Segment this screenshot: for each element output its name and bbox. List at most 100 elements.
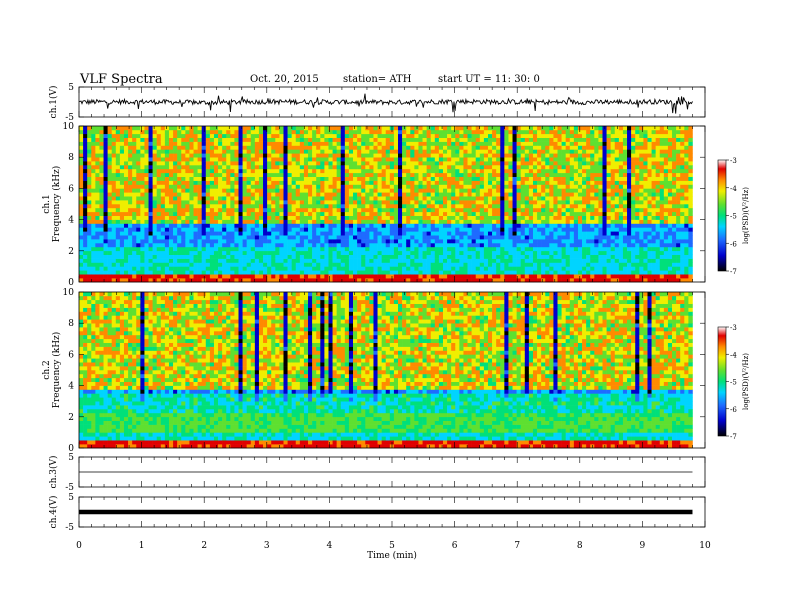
ch1-spectrogram-cell [173,204,178,209]
ch1-spectrogram-cell [119,196,125,201]
ch1-spectrogram-cell [275,176,280,181]
ch1-spectrogram-cell [123,215,129,220]
ch1-spectrogram-cell [115,133,121,138]
ch1-spectrogram-cell [328,176,333,181]
ch1-spectrogram-cell [164,215,170,220]
ch1-spectrogram-cell [279,246,284,252]
ch1-spectrogram-cell [398,274,403,279]
ch1-spectrogram-cell [479,149,485,154]
ch1-spectrogram-cell [91,161,96,166]
ch1-spectrogram-cell [213,207,219,213]
ch1-spectrogram-cell [471,180,477,185]
ch1-spectrogram-cell [377,204,382,209]
ch1-spectrogram-cell [455,145,460,150]
ch1-spectrogram-cell [545,258,550,263]
ch1-spectrogram-cell [324,196,329,201]
ch1-spectrogram-cell [295,231,301,236]
ch1-spectrogram-cell [528,266,534,271]
ch1-spectrogram-cell [91,239,96,244]
ch1-spectrogram-cell [569,168,575,174]
ch1-spectrogram-cell [348,258,354,263]
ch1-spectrogram-cell [455,184,460,189]
ch1-spectrogram-cell [385,204,391,209]
ch1-spectrogram-cell [152,204,158,209]
ch1-spectrogram-cell [320,243,325,248]
ch1-spectrogram-cell [189,133,194,138]
ch1-spectrogram-cell [258,129,264,135]
ch1-spectrogram-cell [201,215,207,220]
ch1-spectrogram-cell [136,149,141,154]
ch1-spectrogram-cell [258,153,264,158]
ch1-spectrogram-cell [107,196,113,201]
ch1-spectrogram-cell [443,207,448,213]
ch1-spectrogram-cell [487,231,493,236]
ch1-spectrogram-cell [201,278,207,283]
ch1-spectrogram-cell [365,278,370,283]
ch1-spectrogram-cell [140,165,145,170]
ch1-spectrogram-cell [283,250,288,255]
ch1-spectrogram-cell [373,126,378,131]
ch1-spectrogram-cell [308,145,313,150]
ch1-spectrogram-cell [218,278,223,283]
ch1-spectrogram-cell [569,200,575,205]
ch1-spectrogram-cell [385,239,391,244]
ch1-spectrogram-cell [492,129,497,135]
ch1-spectrogram-cell [238,270,243,275]
ch1-spectrogram-cell [218,239,223,244]
start-ut-label: start UT = 11: 30: 0 [438,74,540,85]
ch1-spectrogram-cell [532,145,538,150]
ch1-spectrogram-cell [447,137,452,142]
ch1-spectrogram-cell [545,219,550,224]
ch1-spectrogram-cell [586,165,591,170]
ch1-spectrogram-cell [430,204,436,209]
ch1-spectrogram-cell [336,126,342,131]
ch1-spectrogram-cell [553,188,558,193]
ch1-spectrogram-cell [201,250,207,255]
ch1-spectrogram-cell [283,192,288,197]
ch1-spectrogram-cell [119,204,125,209]
ch1-spectrogram-cell [230,176,235,181]
ch1-spectrogram-cell [291,192,297,197]
ch1-spectrogram-cell [389,204,395,209]
ch1-spectrogram-cell [385,184,391,189]
ch1-spectrogram-cell [577,246,583,252]
ch1-spectrogram-cell [496,246,501,252]
ch1-spectrogram-cell [365,223,370,228]
ch1-spectrogram-cell [160,215,166,220]
ch1-spectrogram-cell [263,165,268,170]
ch1-spectrogram-cell [516,157,522,162]
ch1-spectrogram-cell [447,172,452,177]
ch1-spectrogram-cell [197,219,202,224]
ch1-spectrogram-cell [467,200,472,205]
ch1-spectrogram-cell [492,254,497,259]
ch1-spectrogram-cell [291,262,297,267]
ch1-spectrogram-cell [238,266,243,271]
ch1-spectrogram-cell [361,262,366,267]
ch1-spectrogram-cell [115,157,121,162]
ch1-spectrogram-cell [209,258,215,263]
ch1-spectrogram-cell [410,243,415,248]
ch1-spectrogram-cell [573,254,579,259]
ch1-spectrogram-cell [79,165,84,170]
ch1-spectrogram-cell [291,172,297,177]
ch1-spectrogram-cell [455,254,460,259]
ch1-spectrogram-cell [189,243,194,248]
ch1-spectrogram-cell [164,180,170,185]
ch1-spectrogram-cell [520,168,526,174]
ch1-spectrogram-cell [569,227,575,232]
ch1-spectrogram-cell [340,243,346,248]
ch1-spectrogram-cell [295,196,301,201]
ch1-spectrogram-cell [508,145,513,150]
ch1-spectrogram-cell [87,196,92,201]
ch1-spectrogram-cell [336,258,342,263]
ch1-spectrogram-cell [230,145,235,150]
ch1-spectrogram-cell [410,262,415,267]
ch1-spectrogram-cell [524,157,530,162]
ch1-spectrogram-cell [160,168,166,174]
ch1-spectrogram-cell [463,223,468,228]
ch1-spectrogram-cell [471,141,477,146]
ch1-spectrogram-cell [541,161,546,166]
ch1-spectrogram-cell [447,129,452,135]
ch1-spectrogram-cell [361,231,366,236]
ch1-spectrogram-cell [254,157,260,162]
